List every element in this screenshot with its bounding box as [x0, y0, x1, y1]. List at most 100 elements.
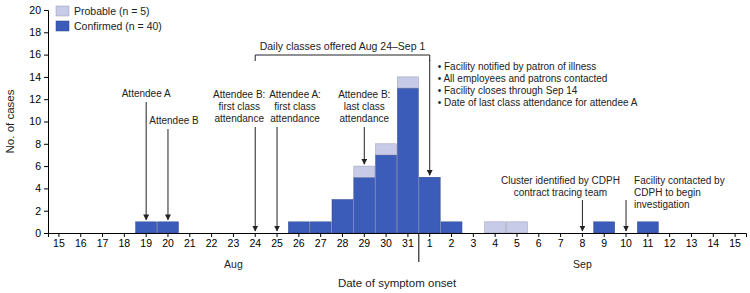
y-tick-mark — [44, 32, 48, 33]
bar — [179, 233, 200, 234]
annotation-text: attendance — [214, 113, 264, 124]
x-tick-label: 24 — [249, 237, 261, 249]
x-tick: 7 — [558, 233, 564, 249]
x-tick-mark — [429, 233, 430, 237]
x-tick-label: 23 — [228, 237, 240, 249]
y-tick-mark — [44, 10, 48, 11]
annotation-arrow — [146, 102, 147, 220]
x-tick-label: 8 — [579, 237, 585, 249]
bar — [463, 233, 484, 234]
y-tick-label: 18 — [29, 26, 41, 38]
x-tick: 29 — [358, 233, 370, 249]
bar — [725, 233, 746, 234]
bar — [659, 233, 680, 234]
bar — [136, 222, 157, 233]
annotation-text: last class — [344, 101, 385, 112]
annotation-text: attendance — [340, 113, 390, 124]
annotation-text: • Facility closes through Sep 14 — [438, 85, 578, 96]
x-tick: 14 — [707, 233, 719, 249]
x-tick: 12 — [664, 233, 676, 249]
x-tick-mark — [473, 233, 474, 237]
annotation-text: Cluster identified by CDPH — [501, 175, 620, 186]
bar — [681, 233, 702, 234]
x-tick: 13 — [686, 233, 698, 249]
x-tick-mark — [691, 233, 692, 237]
x-tick: 17 — [97, 233, 109, 249]
x-group-label: Sep — [573, 258, 592, 270]
y-tick: 6 — [35, 160, 48, 172]
bar — [616, 233, 637, 234]
bar — [376, 144, 397, 155]
x-tick-mark — [386, 233, 387, 237]
x-tick-label: 16 — [75, 237, 87, 249]
annotation-arrow — [429, 60, 430, 175]
x-tick-mark — [364, 233, 365, 237]
x-tick-mark — [495, 233, 496, 237]
bar — [288, 222, 309, 233]
legend-swatch — [56, 21, 69, 31]
bar — [376, 155, 397, 233]
bar — [441, 222, 462, 233]
annotation-arrow — [277, 127, 278, 231]
x-tick-mark — [277, 233, 278, 237]
bar — [354, 177, 375, 233]
x-tick-label: 19 — [140, 237, 152, 249]
y-axis: 02468101214161820 — [29, 4, 48, 239]
x-tick: 16 — [75, 233, 87, 249]
x-tick-mark — [58, 233, 59, 237]
bar — [419, 177, 440, 233]
y-tick: 16 — [29, 48, 48, 60]
chart-container: 0246810121416182015161718192021222324252… — [0, 0, 750, 293]
bar — [354, 166, 375, 177]
legend-swatch — [56, 6, 69, 16]
x-tick-mark — [713, 233, 714, 237]
x-tick: 15 — [53, 233, 65, 249]
annotation-arrow — [582, 200, 583, 231]
y-axis-title: No. of cases — [4, 89, 16, 153]
bar — [659, 233, 680, 234]
y-tick-mark — [44, 233, 48, 234]
x-tick: 4 — [492, 233, 498, 249]
bar — [332, 200, 353, 233]
x-tick: 1 — [427, 233, 433, 249]
y-tick-label: 4 — [35, 182, 41, 194]
x-axis: 1516171819202122232425262728293031123456… — [49, 233, 747, 249]
annotation-text: investigation — [634, 199, 690, 210]
bar — [572, 233, 593, 234]
x-tick: 3 — [470, 233, 476, 249]
legend-label: Confirmed (n = 40) — [74, 20, 162, 32]
bar — [681, 233, 702, 234]
bar — [594, 221, 615, 222]
x-tick-mark — [582, 233, 583, 237]
bar — [114, 233, 135, 234]
x-tick-label: 5 — [514, 237, 520, 249]
x-tick-mark — [538, 233, 539, 237]
bar — [616, 233, 637, 234]
x-tick-mark — [342, 233, 343, 237]
bar — [136, 221, 157, 222]
y-tick-label: 2 — [35, 205, 41, 217]
annotation-text: Attendee B: — [213, 89, 265, 100]
x-tick-label: 12 — [664, 237, 676, 249]
bar — [267, 233, 288, 234]
annotation-text: Attendee A: — [269, 89, 321, 100]
annotation-text: Facility contacted by — [634, 175, 725, 186]
annotation-text: first class — [274, 101, 316, 112]
y-tick-label: 12 — [29, 93, 41, 105]
x-tick: 19 — [140, 233, 152, 249]
bar — [223, 233, 244, 234]
x-tick-label: 9 — [601, 237, 607, 249]
x-tick-mark — [189, 233, 190, 237]
x-tick: 25 — [271, 233, 283, 249]
y-tick-mark — [44, 55, 48, 56]
x-tick: 20 — [162, 233, 174, 249]
x-tick-mark — [516, 233, 517, 237]
x-tick-mark — [298, 233, 299, 237]
bar — [528, 233, 549, 234]
x-tick-label: 13 — [686, 237, 698, 249]
y-axis-line — [44, 11, 49, 234]
x-tick: 10 — [620, 233, 632, 249]
bar — [703, 233, 724, 234]
x-tick-label: 10 — [620, 237, 632, 249]
bar — [157, 222, 178, 233]
